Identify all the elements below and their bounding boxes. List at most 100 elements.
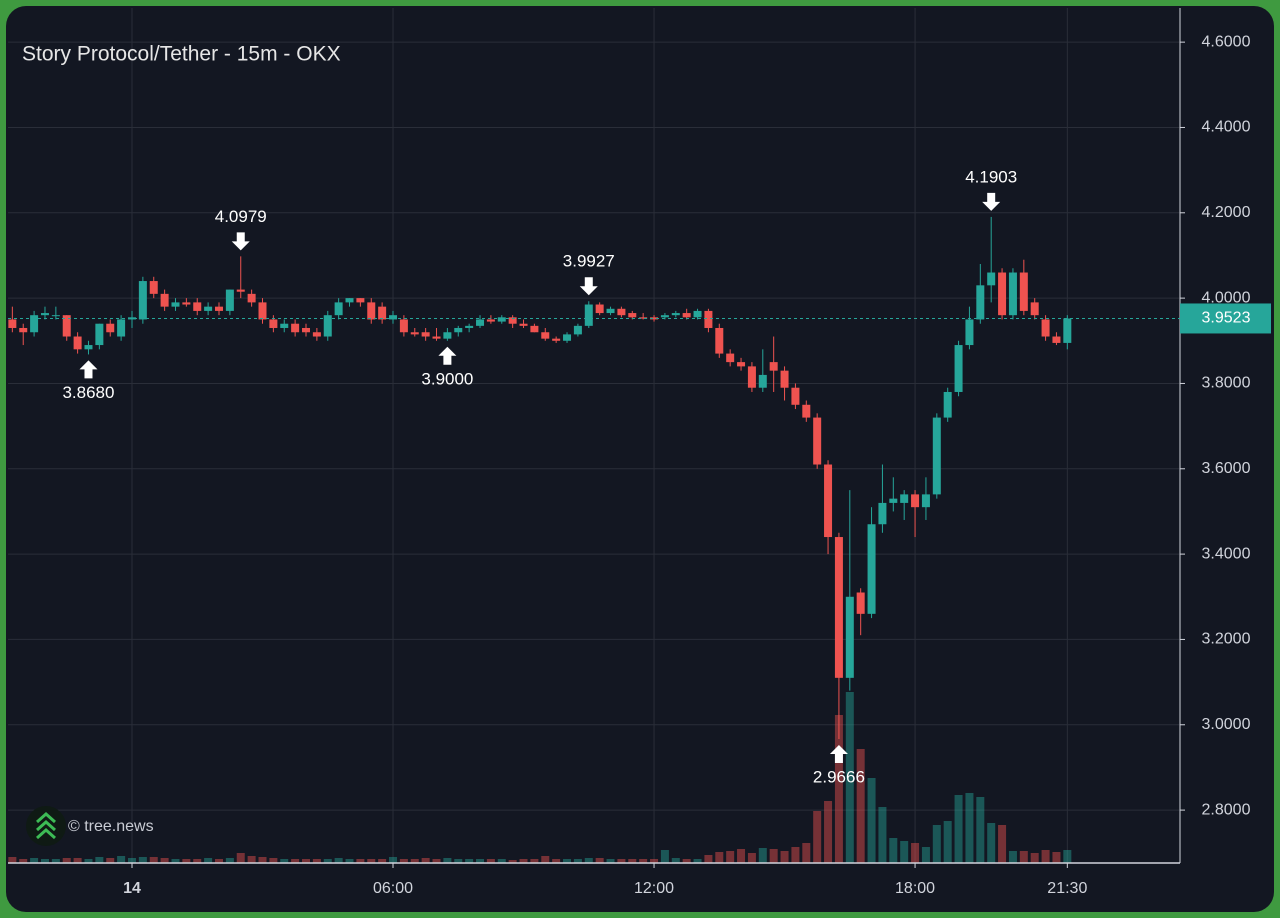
volume-bar [367,859,376,863]
watermark: © tree.news [68,818,154,835]
candle-body [780,370,789,388]
candle-body [834,537,843,678]
candle-body [291,323,300,333]
candle-body [704,310,713,328]
candle-body [84,345,93,350]
candle-body [541,332,550,339]
volume-bar [73,858,82,863]
candle-body [639,317,648,319]
annotation-label: 4.1903 [965,167,1017,186]
volume-bar [225,858,234,863]
candle-body [747,366,756,388]
volume-bar [106,858,115,863]
volume-bar [323,859,332,863]
candle-body [1008,272,1017,316]
candle-body [867,524,876,614]
annotation-arrow [79,360,98,379]
candle-body [911,494,920,508]
volume-bar [650,859,659,863]
x-tick-label: 14 [123,880,141,897]
candle-body [497,317,506,322]
candle-body [998,272,1007,316]
candle-body [606,308,615,314]
volume-bar [541,856,550,863]
volume-bar [552,859,561,863]
volume-bar [943,821,952,863]
candle-body [845,596,854,678]
candle-body [508,317,517,324]
candle-body [715,327,724,354]
candle-body [617,308,626,316]
volume-bar [834,715,843,863]
candle-body [214,306,223,311]
candle-body [1052,336,1061,343]
volume-bar [628,859,637,863]
candle-layer [8,216,1072,740]
candle-body [552,338,561,341]
annotation-label: 3.9927 [563,252,615,271]
candle-body [921,494,930,508]
candle-body [813,417,822,465]
volume-bar [617,859,626,863]
candle-body [465,325,474,328]
candle-body [476,319,485,326]
volume-bar [291,859,300,863]
candle-body [987,272,996,286]
annotation-label: 3.9000 [421,369,473,388]
y-tick-label: 4.6000 [1202,33,1251,50]
volume-bar [19,859,28,863]
candle-body [519,323,528,326]
volume-bar [563,859,572,863]
candle-body [954,345,963,392]
volume-bar [704,855,713,863]
candle-body [976,285,985,320]
volume-bar [889,838,898,863]
candle-body [334,302,343,316]
volume-bar [8,857,17,863]
candle-body [323,315,332,337]
volume-bar [334,858,343,863]
candle-body [432,336,441,339]
volume-bar [149,857,158,863]
volume-bar [378,859,387,863]
candle-body [802,404,811,418]
candle-body [51,315,60,317]
candle-body [62,315,71,337]
candle-body [1041,319,1050,337]
candle-body [584,304,593,326]
candle-body [856,592,865,614]
volume-bar [508,860,517,863]
x-tick-label: 18:00 [895,880,935,897]
volume-bar [791,847,800,863]
candle-body [900,494,909,503]
candle-body [932,417,941,495]
volume-bar [878,807,887,863]
candle-body [182,302,191,305]
annotation-label: 4.0979 [215,207,267,226]
volume-bar [214,859,223,863]
volume-bar [584,858,593,863]
y-tick-label: 4.4000 [1202,119,1251,136]
volume-bar [900,841,909,863]
volume-bar [247,856,256,863]
volume-bar [1063,850,1072,863]
candle-body [693,310,702,318]
last-price-badge [1180,303,1271,334]
volume-bar [160,858,169,863]
candle-body [302,327,311,333]
volume-bar [639,859,648,863]
y-tick-label: 2.8000 [1202,801,1251,818]
volume-bar [726,851,735,863]
volume-bar [117,856,126,863]
volume-bar [715,852,724,863]
candle-body [530,325,539,333]
candle-body [269,319,278,328]
candle-body [878,502,887,525]
volume-bar [193,859,202,863]
candle-body [193,302,202,311]
volume-bar [802,843,811,863]
candle-body [421,332,430,337]
chart-frame [6,6,1274,912]
volume-bar [269,858,278,863]
